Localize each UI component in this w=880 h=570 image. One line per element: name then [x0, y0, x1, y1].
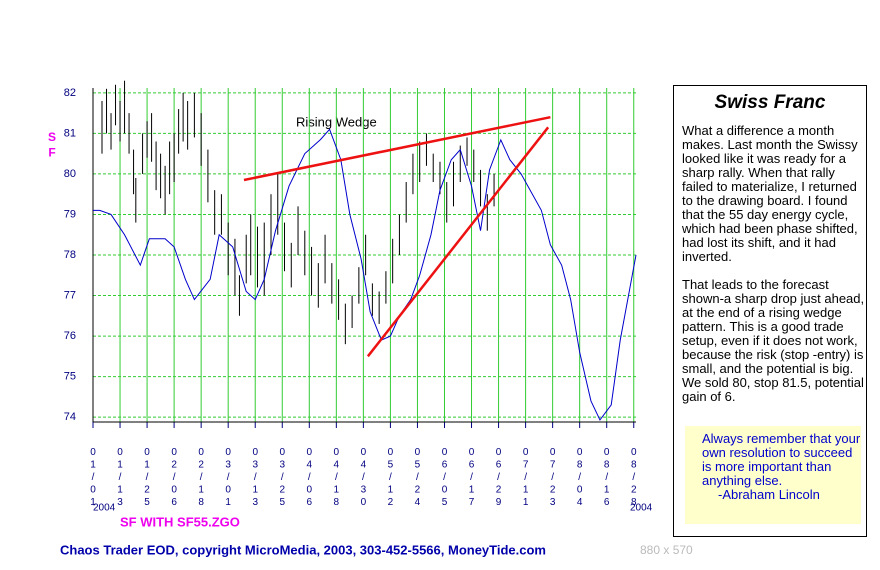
y-tick-label: 78	[64, 249, 76, 261]
y-tick-label: 74	[64, 411, 76, 423]
x-tick-label: 04/18	[331, 447, 342, 510]
quote-box: Always remember that your own resolution…	[685, 426, 861, 524]
x-tick-label: 03/01	[223, 447, 234, 510]
x-tick-label: 01/13	[115, 447, 126, 510]
footer-size: 880 x 570	[640, 543, 693, 557]
x-tick-label: 05/24	[412, 447, 423, 510]
x-tick-label: 05/12	[385, 447, 396, 510]
panel-paragraph: What a difference a month makes. Last mo…	[682, 123, 858, 264]
x-tick-label: 06/29	[493, 447, 504, 510]
x-tick-label: 07/23	[547, 447, 558, 510]
x-tick-label: 01/25	[142, 447, 153, 510]
x-tick-label: 02/18	[196, 447, 207, 510]
chart-title: SF WITH SF55.ZGO	[120, 514, 240, 529]
y-tick-label: 82	[64, 87, 76, 99]
cycle-line	[93, 128, 637, 421]
y-tick-label: 81	[64, 127, 76, 139]
x-tick-label: 07/11	[520, 447, 531, 510]
y-tick-label: 77	[64, 289, 76, 301]
side-panel: Swiss Franc What a difference a month ma…	[673, 85, 867, 537]
y-tick-label: 79	[64, 208, 76, 220]
x-tick-label: 06/17	[466, 447, 477, 510]
quote: Always remember that your own resolution…	[702, 431, 861, 488]
x-tick-label: 08/28	[628, 447, 639, 510]
x-tick-label: 03/25	[277, 447, 288, 510]
year-label: 2004	[630, 503, 653, 514]
y-tick-label: 76	[64, 330, 76, 342]
x-tick-label: 04/06	[304, 447, 315, 510]
trendline	[243, 115, 551, 182]
panel-paragraph: That leads to the forecast shown-a sharp…	[682, 277, 865, 404]
x-tick-label: 02/06	[169, 447, 180, 510]
trendline	[366, 126, 550, 358]
x-tick-label: 06/05	[439, 447, 450, 510]
y-tick-label: 80	[64, 168, 76, 180]
y-axis-label: SF	[45, 130, 59, 161]
panel-title: Swiss Franc	[714, 92, 826, 113]
y-tick-label: 75	[64, 371, 76, 383]
x-tick-label: 01/01	[88, 447, 99, 510]
quote-author: -Abraham Lincoln	[718, 487, 820, 502]
x-tick-label: 08/04	[574, 447, 585, 510]
footer-copyright: Chaos Trader EOD, copyright MicroMedia, …	[60, 542, 546, 557]
x-tick-label: 03/13	[250, 447, 261, 510]
year-label: 2004	[93, 503, 116, 514]
x-tick-label: 08/16	[601, 447, 612, 510]
x-tick-label: 04/30	[358, 447, 369, 510]
